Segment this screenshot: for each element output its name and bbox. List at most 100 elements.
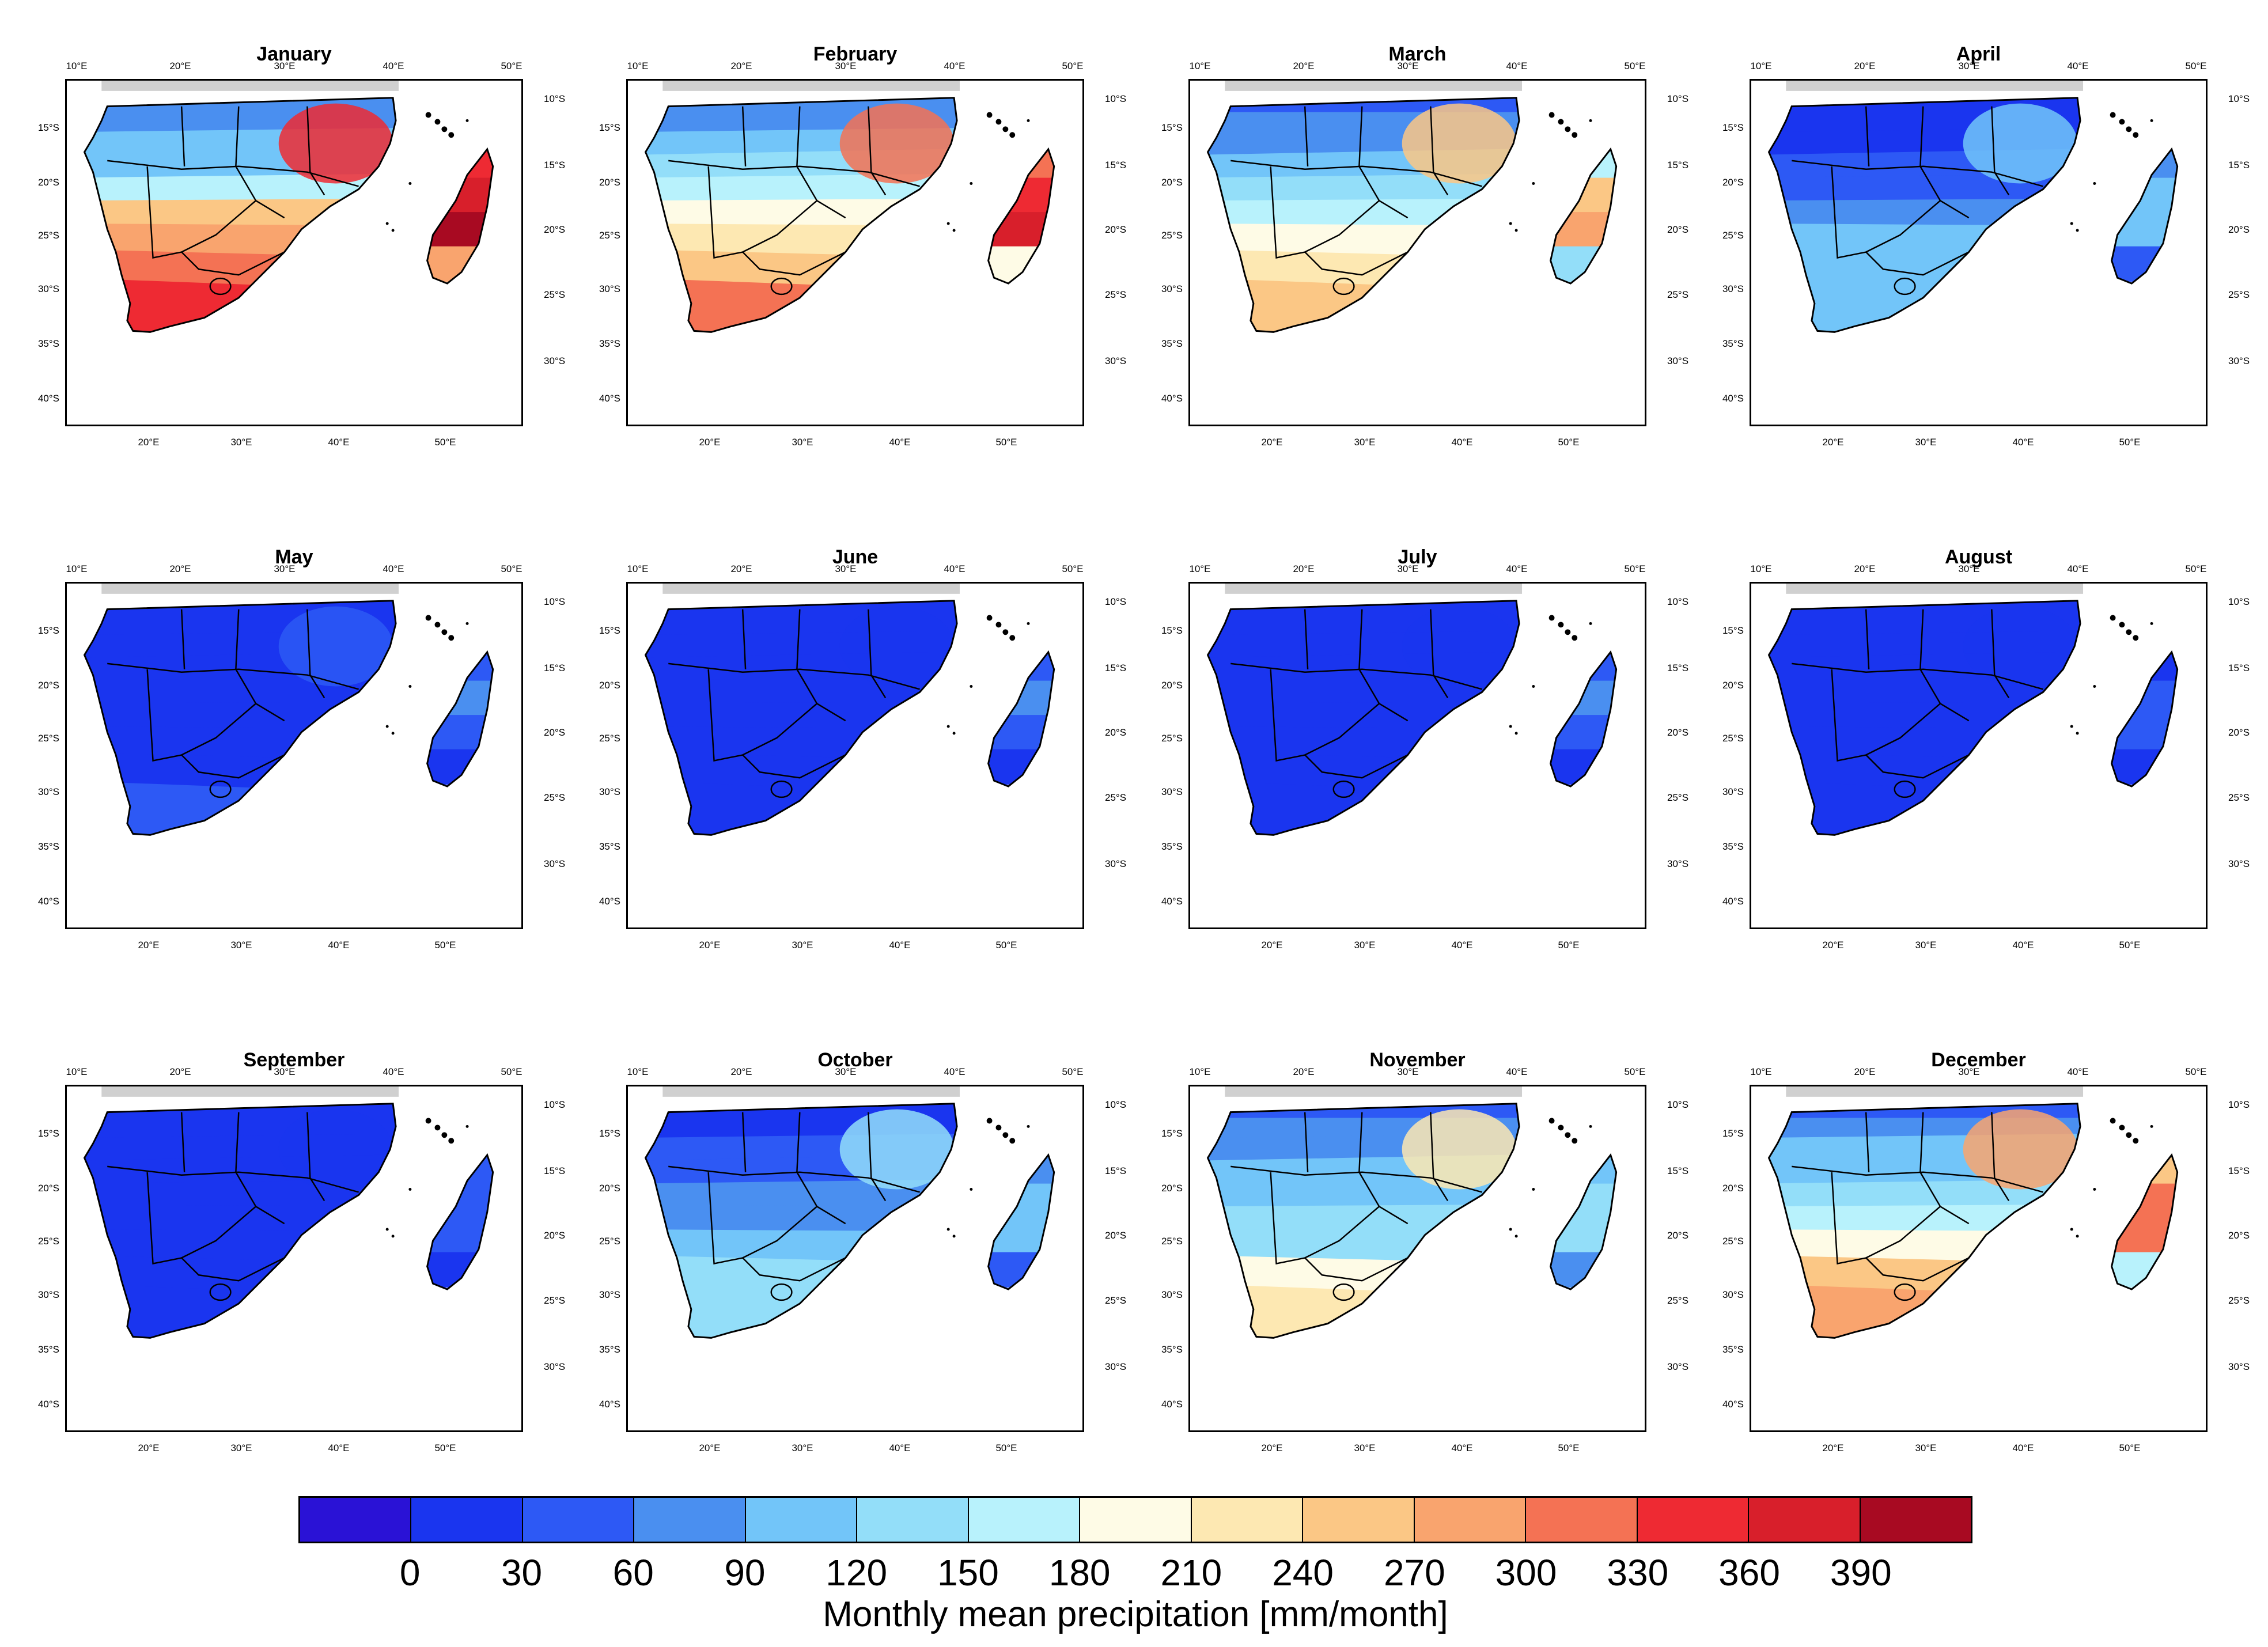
precip-zone-4 [1207,675,1520,707]
right-tick-label: 15°S [1667,1165,1689,1176]
right-tick-label: 30°S [1105,858,1127,869]
map-panel-february: February 10°E 20°E 30°E 40°E 50°E 20°E 30°E 40°E… [599,43,1126,448]
top-tick-label: 20°E [1293,1066,1315,1077]
left-tick-label: 25°S [599,1236,620,1247]
island [952,732,956,735]
map-frame [1750,1085,2208,1432]
right-tick-label: 20°S [2228,727,2250,738]
top-tick-label: 50°E [1062,563,1084,574]
precipitation-map [84,1086,494,1339]
top-tick-label: 20°E [1293,60,1315,71]
right-tick-label: 25°S [1105,1295,1127,1306]
precip-zone-4 [1769,1177,2081,1210]
top-tick-label: 30°E [274,563,296,574]
bottom-tick-label: 30°E [1915,940,1937,951]
left-tick-label: 40°S [599,1399,620,1410]
precip-east-maximum [839,103,955,184]
madagascar-band-0 [427,652,493,682]
right-tick-label: 25°S [1667,289,1689,300]
island [2126,1132,2132,1138]
top-tick-label: 30°E [274,1066,296,1077]
precip-zone-0 [1769,600,2081,618]
madagascar-band-0 [2111,149,2178,179]
island [448,635,455,641]
left-tick-label: 30°S [37,283,59,294]
island [2076,1235,2079,1238]
island [2126,629,2132,635]
precip-east-maximum [1402,1109,1517,1190]
left-tick-label: 15°S [1722,625,1744,636]
precip-zone-8 [1207,1283,1520,1338]
madagascar-band-0 [988,652,1054,682]
map-panel-august: August 10°E 20°E 30°E 40°E 50°E 20°E 30°E 40°E 50… [1722,546,2250,951]
bottom-tick-label: 40°E [889,1442,911,1453]
madagascar-band-1 [988,1183,1054,1220]
left-tick-label: 40°S [1161,1399,1183,1410]
right-tick-label: 30°S [1105,1361,1127,1372]
no-data-region [1225,81,1523,91]
right-tick-label: 10°S [2228,596,2250,607]
left-tick-label: 15°S [1722,122,1744,133]
precip-east-maximum [1963,1109,2078,1190]
country-border [1831,669,1970,762]
right-tick-label: 10°S [1667,1099,1689,1110]
country-border [1304,754,1408,779]
bottom-tick-label: 40°E [328,940,350,951]
island [1009,635,1016,641]
precip-zone-8 [1207,278,1520,332]
top-tick-label: 50°E [1062,1066,1084,1077]
bottom-tick-label: 40°E [2012,437,2034,448]
left-tick-label: 20°S [599,680,620,691]
precip-zone-0 [1207,1103,1520,1121]
precipitation-map [84,81,494,333]
island [2076,229,2079,232]
left-tick-label: 25°S [37,1236,59,1247]
right-tick-label: 20°S [2228,224,2250,235]
left-tick-label: 35°S [1722,338,1744,349]
map-frame [626,79,1084,426]
island [1565,1132,1571,1138]
island [952,1235,956,1238]
top-tick-label: 40°E [2067,60,2089,71]
island [2070,222,2073,225]
madagascar-band-1 [1550,1183,1616,1220]
island [1572,635,1578,641]
top-tick-label: 40°E [383,60,404,71]
precip-zone-0 [645,600,957,618]
country-border [181,1257,285,1282]
left-tick-label: 20°S [1722,680,1744,691]
colorbar-tick-label: 30 [501,1552,543,1593]
island [1589,1124,1592,1128]
madagascar-band-2 [427,715,493,751]
island [2133,132,2139,138]
map-frame [65,79,523,426]
country-border [1919,1112,1941,1207]
island [1558,622,1564,628]
island [1509,1228,1512,1231]
map-frame [1750,79,2208,426]
colorbar-legend: Monthly mean precipitation [mm/month] 0 3… [298,1496,1972,1634]
top-tick-label: 20°E [730,1066,752,1077]
madagascar-band-1 [1550,680,1616,717]
precip-zone-0 [84,97,396,115]
country-border [1894,277,1916,296]
country-border [107,662,359,690]
country-border [707,1172,846,1264]
map-panel-december: December 10°E 20°E 30°E 40°E 50°E 20°E 30°E 40°E… [1722,1049,2250,1453]
right-tick-label: 30°S [1105,355,1127,366]
left-tick-label: 20°S [599,1183,620,1194]
top-tick-label: 10°E [1189,1066,1211,1077]
madagascar-band-1 [988,177,1054,214]
country-border [1358,609,1380,704]
country-border [830,764,843,780]
colorbar-tick-label: 360 [1718,1552,1780,1593]
top-tick-label: 10°E [1189,60,1211,71]
right-tick-label: 20°S [544,1230,566,1241]
right-tick-label: 30°S [2228,1361,2250,1372]
island [986,615,993,621]
island [1565,126,1571,132]
map-panel-january: January 10°E 20°E 30°E 40°E 50°E 20°E 30°E 40°E 5… [38,43,565,448]
top-tick-label: 40°E [944,1066,965,1077]
precip-zone-4 [84,172,396,204]
country-border [796,609,818,704]
